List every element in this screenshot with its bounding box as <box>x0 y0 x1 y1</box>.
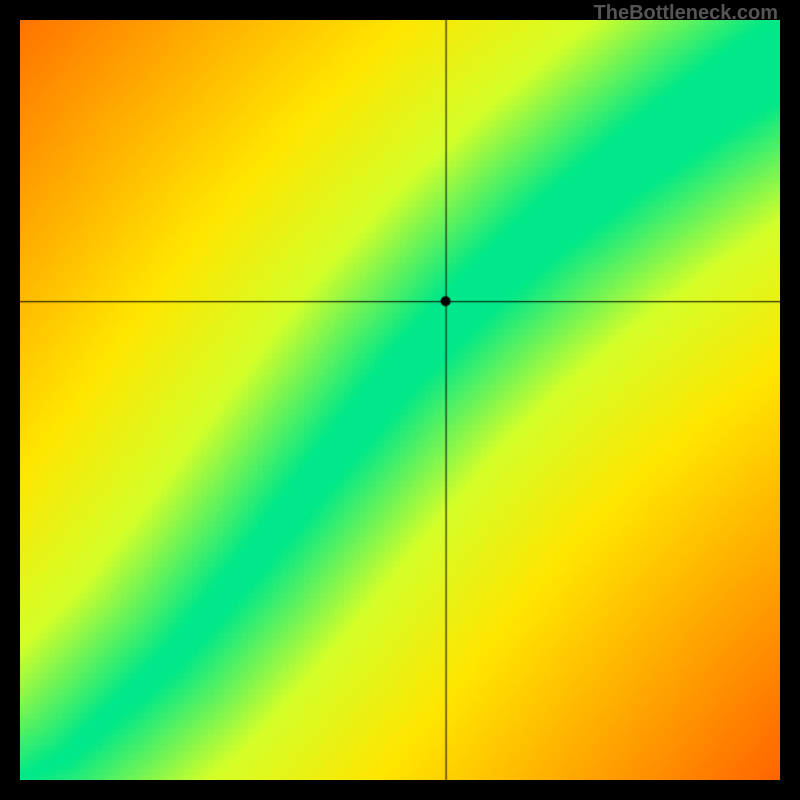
watermark-text: TheBottleneck.com <box>594 2 778 25</box>
chart-container: { "watermark": { "text": "TheBottleneck.… <box>0 0 800 800</box>
bottleneck-heatmap <box>20 20 780 780</box>
